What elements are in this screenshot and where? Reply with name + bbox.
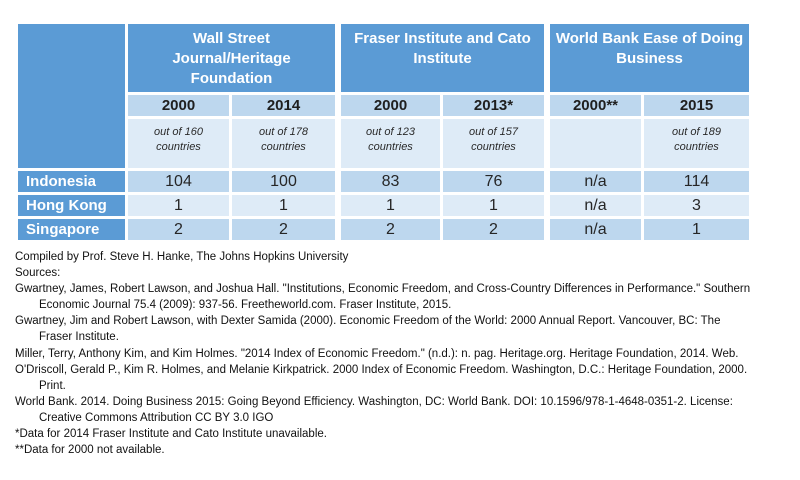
row-label-singapore: Singapore xyxy=(18,219,125,240)
year-header-row: 2000 2014 2000 2013* 2000** 2015 xyxy=(18,95,749,116)
year-header: 2000 xyxy=(128,95,229,116)
group-header-row: Wall Street Journal/Heritage Foundation … xyxy=(18,24,749,168)
cell-value: 1 xyxy=(232,195,335,216)
group-header-world-bank: World Bank Ease of Doing Business xyxy=(547,24,749,92)
source-line: Print. xyxy=(39,379,66,392)
footnote-fraser-2014: *Data for 2014 Fraser Institute and Cato… xyxy=(15,428,327,441)
year-header: 2000** xyxy=(547,95,641,116)
source-line: Fraser Institute. xyxy=(39,331,119,344)
rankings-table: Wall Street Journal/Heritage Foundation … xyxy=(15,21,752,243)
cell-value: 1 xyxy=(644,219,749,240)
source-line: Miller, Terry, Anthony Kim, and Kim Holm… xyxy=(15,347,739,360)
cell-value: 3 xyxy=(644,195,749,216)
cell-value: 1 xyxy=(443,195,544,216)
group-header-wsj-heritage: Wall Street Journal/Heritage Foundation xyxy=(128,24,335,92)
row-label-indonesia: Indonesia xyxy=(18,171,125,192)
cell-value: 2 xyxy=(338,219,440,240)
footer-notes: Compiled by Prof. Steve H. Hanke, The Jo… xyxy=(15,249,800,458)
countries-note: out of 123 countries xyxy=(338,119,440,168)
row-label-hong-kong: Hong Kong xyxy=(18,195,125,216)
cell-value: 100 xyxy=(232,171,335,192)
footnote-2000: **Data for 2000 not available. xyxy=(15,444,165,457)
cell-value: 83 xyxy=(338,171,440,192)
table-row-indonesia: Indonesia 104 100 83 76 n/a 114 xyxy=(18,171,749,192)
countries-note: out of 157 countries xyxy=(443,119,544,168)
compiled-by-line: Compiled by Prof. Steve H. Hanke, The Jo… xyxy=(15,251,349,263)
cell-value: n/a xyxy=(547,171,641,192)
source-line: Gwartney, James, Robert Lawson, and Josh… xyxy=(15,283,751,296)
table-row-hong-kong: Hong Kong 1 1 1 1 n/a 3 xyxy=(18,195,749,216)
source-line: O'Driscoll, Gerald P., Kim R. Holmes, an… xyxy=(15,363,748,376)
table-row-singapore: Singapore 2 2 2 2 n/a 1 xyxy=(18,219,749,240)
cell-value: 104 xyxy=(128,171,229,192)
countries-note: out of 160 countries xyxy=(128,119,229,168)
cell-value: 76 xyxy=(443,171,544,192)
cell-value: 114 xyxy=(644,171,749,192)
source-line: Creative Commons Attribution CC BY 3.0 I… xyxy=(39,411,274,424)
cell-value: 1 xyxy=(338,195,440,216)
group-header-fraser-cato: Fraser Institute and Cato Institute xyxy=(338,24,544,92)
cell-value: 2 xyxy=(128,219,229,240)
cell-value: n/a xyxy=(547,219,641,240)
cell-value: 1 xyxy=(128,195,229,216)
source-line: Gwartney, Jim and Robert Lawson, with De… xyxy=(15,315,721,328)
source-line: World Bank. 2014. Doing Business 2015: G… xyxy=(15,395,733,408)
year-header: 2015 xyxy=(644,95,749,116)
countries-note-row: out of 160 countries out of 178 countrie… xyxy=(18,119,749,168)
year-header: 2014 xyxy=(232,95,335,116)
cell-value: 2 xyxy=(232,219,335,240)
corner-cell xyxy=(18,24,125,168)
sources-label: Sources: xyxy=(15,267,61,280)
countries-note: out of 189 countries xyxy=(644,119,749,168)
countries-note xyxy=(547,119,641,168)
year-header: 2013* xyxy=(443,95,544,116)
source-line: Economic Journal 75.4 (2009): 937-56. Fr… xyxy=(39,299,452,312)
cell-value: 2 xyxy=(443,219,544,240)
countries-note: out of 178 countries xyxy=(232,119,335,168)
year-header: 2000 xyxy=(338,95,440,116)
cell-value: n/a xyxy=(547,195,641,216)
